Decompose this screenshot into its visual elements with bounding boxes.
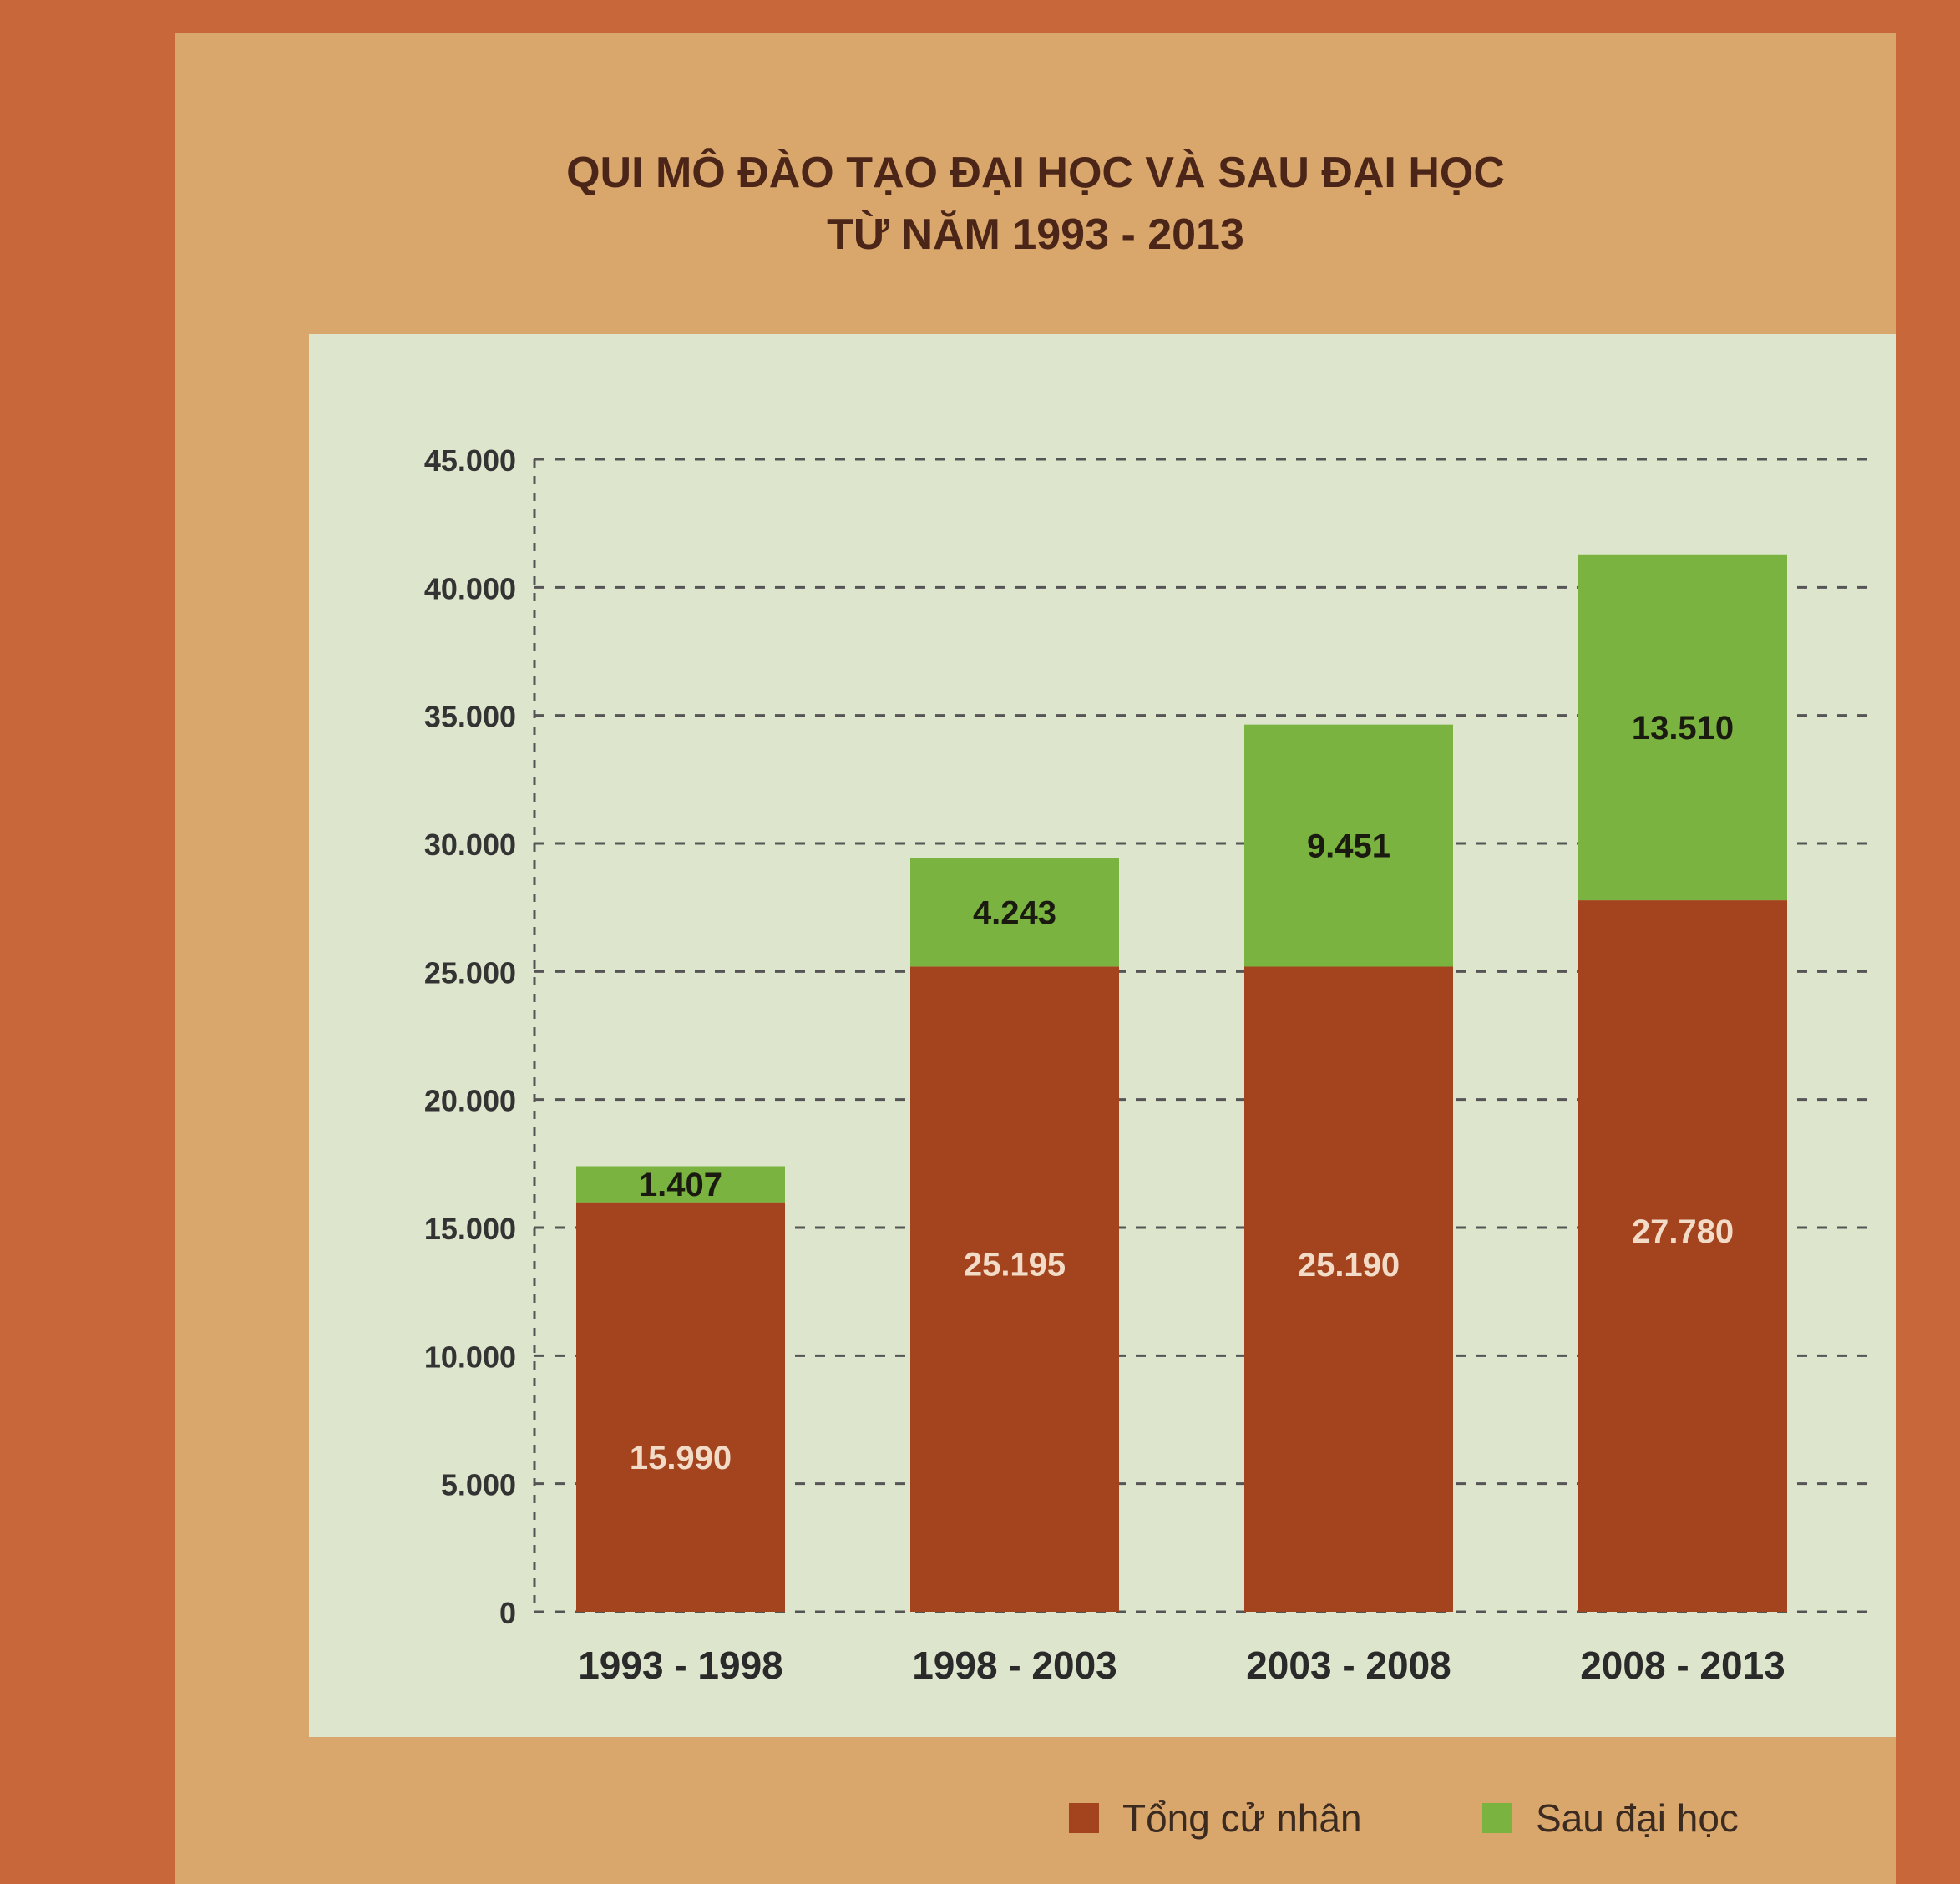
y-tick-label: 15.000: [424, 1212, 516, 1246]
bar-postgraduate: [910, 858, 1119, 967]
y-tick-label: 45.000: [424, 443, 516, 478]
legend-label-bachelor: Tổng cử nhân: [1122, 1796, 1362, 1840]
y-tick-label: 35.000: [424, 700, 516, 734]
chart-panel: 0 5.000 10.000 15.000 20.000 25.000 30.000 35.0…: [309, 334, 1896, 1737]
data-label: 9.451: [1307, 828, 1390, 865]
x-tick-label: 1993 - 1998: [578, 1643, 783, 1687]
legend-item-bachelor: Tổng cử nhân: [1069, 1795, 1362, 1841]
data-label: 4.243: [973, 894, 1056, 931]
legend-label-postgraduate: Sau đại học: [1536, 1796, 1739, 1840]
x-tick-label: 2003 - 2008: [1246, 1643, 1451, 1687]
y-tick-label: 40.000: [424, 571, 516, 605]
data-label: 25.195: [964, 1247, 1066, 1284]
stacked-bar-chart: 0 5.000 10.000 15.000 20.000 25.000 30.000 35.0…: [424, 443, 1871, 1687]
legend: Tổng cử nhân Sau đại học: [0, 1795, 1960, 1862]
y-tick-label: 5.000: [441, 1468, 516, 1502]
data-label: 15.990: [630, 1440, 732, 1476]
legend-swatch-postgraduate: [1482, 1803, 1512, 1833]
x-tick-label: 2008 - 2013: [1580, 1643, 1785, 1687]
y-tick-label: 10.000: [424, 1340, 516, 1374]
chart-title: QUI MÔ ĐÀO TẠO ĐẠI HỌC VÀ SAU ĐẠI HỌC: [566, 149, 1505, 197]
bar-postgraduate: [576, 1166, 785, 1203]
bar-bachelor: [1244, 966, 1453, 1612]
y-tick-label: 20.000: [424, 1084, 516, 1118]
x-tick-label: 1998 - 2003: [912, 1643, 1117, 1687]
poster: QUI MÔ ĐÀO TẠO ĐẠI HỌC VÀ SAU ĐẠI HỌC TỪ…: [175, 33, 1896, 1884]
bar-bachelor: [910, 966, 1119, 1612]
y-tick-label: 25.000: [424, 955, 516, 990]
data-label: 13.510: [1632, 710, 1734, 747]
data-label: 27.780: [1632, 1213, 1734, 1250]
bar-bachelor: [1578, 900, 1787, 1612]
legend-item-postgraduate: Sau đại học: [1482, 1795, 1739, 1841]
y-tick-label: 30.000: [424, 828, 516, 862]
data-label: 25.190: [1298, 1247, 1400, 1284]
y-tick-label: 0: [499, 1596, 516, 1630]
bar-postgraduate: [1244, 724, 1453, 967]
chart-title-block: QUI MÔ ĐÀO TẠO ĐẠI HỌC VÀ SAU ĐẠI HỌC TỪ…: [175, 142, 1896, 266]
data-label: 1.407: [639, 1167, 722, 1203]
chart-subtitle: TỪ NĂM 1993 - 2013: [827, 210, 1244, 259]
bar-bachelor: [576, 1202, 785, 1612]
legend-swatch-bachelor: [1069, 1803, 1099, 1833]
bar-postgraduate: [1578, 554, 1787, 901]
